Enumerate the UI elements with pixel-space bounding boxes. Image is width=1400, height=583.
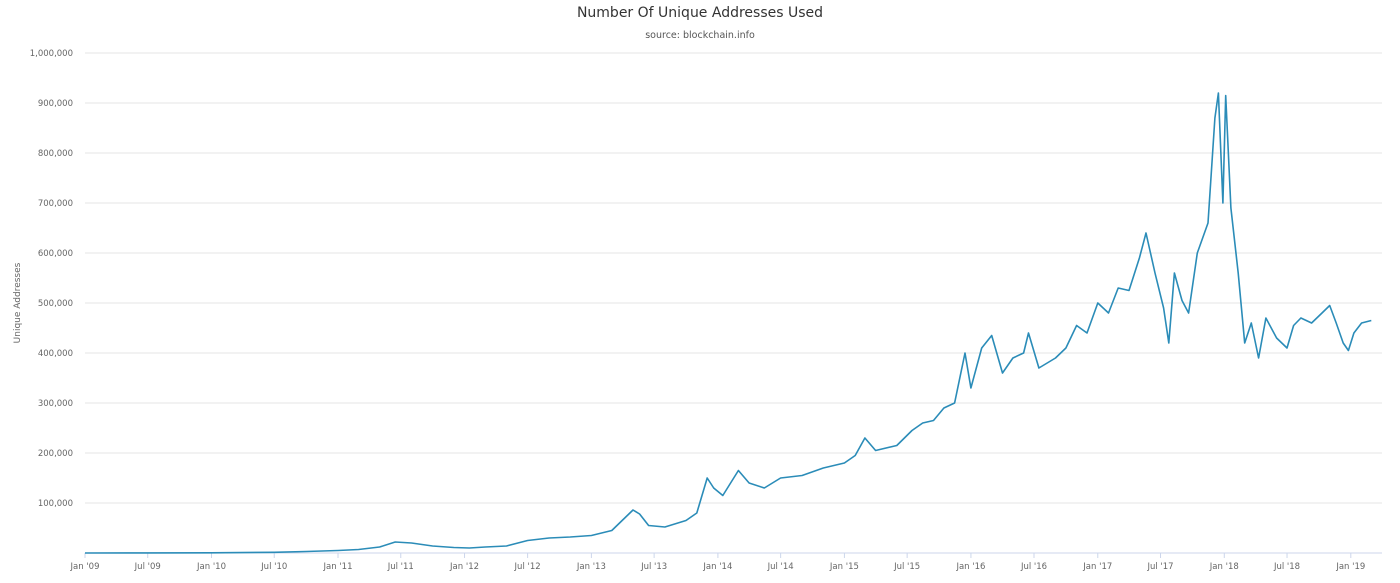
- x-tick-label: Jul '12: [514, 562, 541, 572]
- chart-subtitle: source: blockchain.info: [645, 30, 755, 41]
- y-tick-label: 500,000: [38, 299, 73, 309]
- x-tick-label: Jan '10: [196, 562, 226, 572]
- x-tick-label: Jul '16: [1020, 562, 1047, 572]
- x-tick-label: Jan '13: [576, 562, 606, 572]
- y-tick-label: 300,000: [38, 399, 73, 409]
- x-tick-label: Jul '17: [1146, 562, 1173, 572]
- x-tick-label: Jul '18: [1273, 562, 1300, 572]
- x-tick-label: Jan '19: [1335, 562, 1365, 572]
- x-tick-label: Jul '10: [260, 562, 287, 572]
- y-tick-label: 800,000: [38, 149, 73, 159]
- x-tick-label: Jan '16: [955, 562, 985, 572]
- series-line: [84, 92, 1372, 554]
- y-axis-ticks: 100,000 200,000 300,000 400,000 500,000 600,0…: [30, 49, 73, 509]
- x-tick-label: Jan '18: [1209, 562, 1239, 572]
- x-axis-ticks: Jan '09 Jul '09 Jan '10 Jul '10 Jan '11 Jul '…: [70, 553, 1365, 572]
- gridlines: [85, 52, 1382, 504]
- x-tick-label: Jul '11: [387, 562, 414, 572]
- x-tick-label: Jan '17: [1082, 562, 1112, 572]
- x-tick-label: Jul '13: [640, 562, 667, 572]
- y-tick-label: 900,000: [38, 99, 73, 109]
- x-tick-label: Jul '15: [893, 562, 920, 572]
- x-tick-label: Jul '14: [767, 562, 794, 572]
- y-tick-label: 1,000,000: [30, 49, 73, 59]
- x-tick-label: Jan '15: [829, 562, 859, 572]
- x-tick-label: Jan '09: [70, 562, 100, 572]
- y-tick-label: 600,000: [38, 249, 73, 259]
- x-tick-label: Jan '14: [702, 562, 732, 572]
- x-tick-label: Jan '12: [449, 562, 479, 572]
- y-axis-label: Unique Addresses: [13, 262, 23, 343]
- y-tick-label: 100,000: [38, 499, 73, 509]
- y-tick-label: 200,000: [38, 449, 73, 459]
- y-tick-label: 400,000: [38, 349, 73, 359]
- chart-title: Number Of Unique Addresses Used: [576, 5, 824, 21]
- y-tick-label: 700,000: [38, 199, 73, 209]
- x-tick-label: Jul '09: [134, 562, 161, 572]
- x-tick-label: Jan '11: [323, 562, 353, 572]
